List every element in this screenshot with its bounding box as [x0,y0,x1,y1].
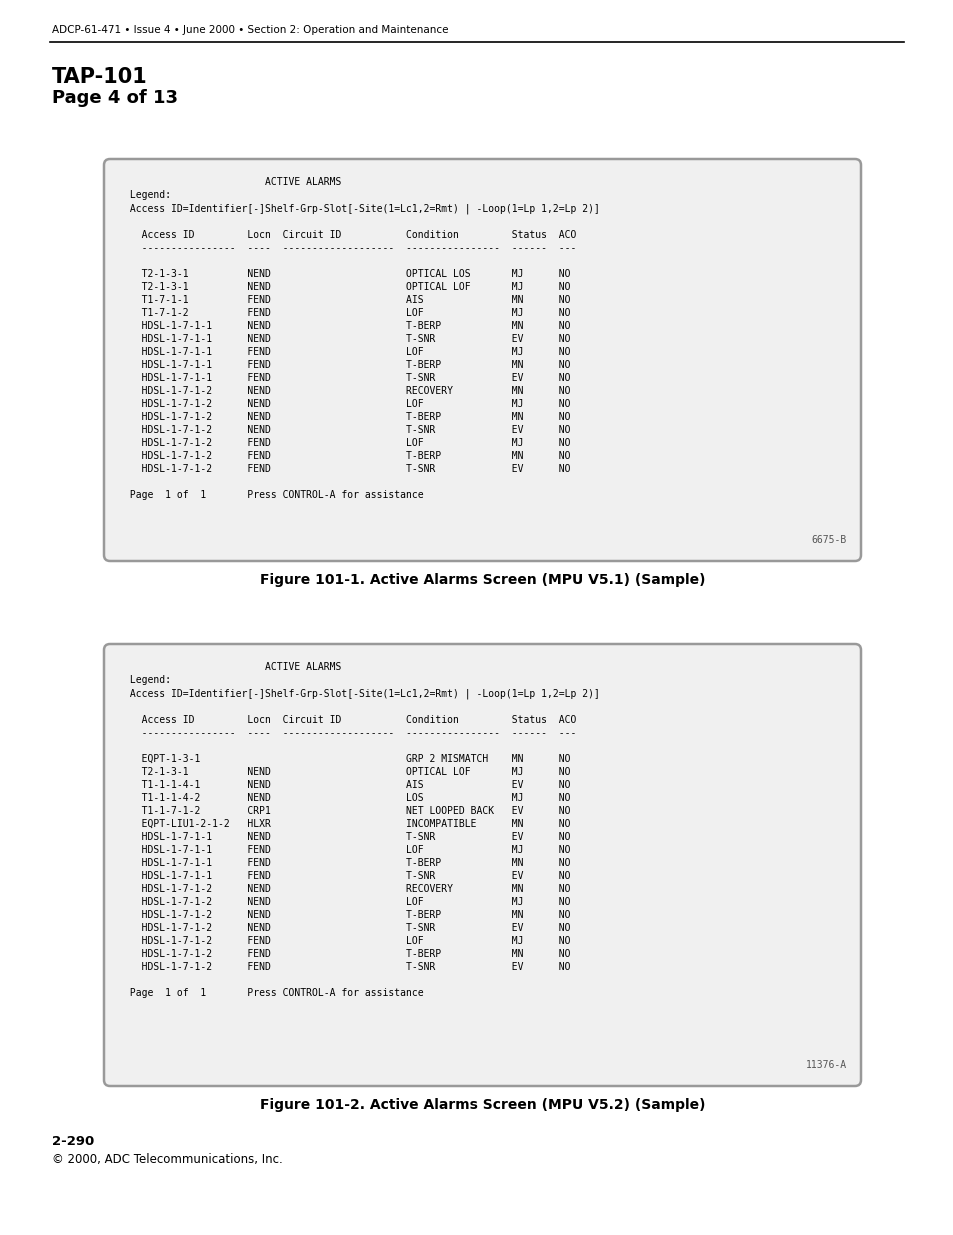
Text: Figure 101-1. Active Alarms Screen (MPU V5.1) (Sample): Figure 101-1. Active Alarms Screen (MPU … [259,573,704,587]
Text: Figure 101-2. Active Alarms Screen (MPU V5.2) (Sample): Figure 101-2. Active Alarms Screen (MPU … [259,1098,704,1112]
Text: TAP-101: TAP-101 [52,67,148,86]
Text: ACTIVE ALARMS
 Legend:
 Access ID=Identifier[-]Shelf-Grp-Slot[-Site(1=Lc1,2=Rmt): ACTIVE ALARMS Legend: Access ID=Identifi… [124,662,599,999]
Text: 11376-A: 11376-A [805,1060,846,1070]
Text: ACTIVE ALARMS
 Legend:
 Access ID=Identifier[-]Shelf-Grp-Slot[-Site(1=Lc1,2=Rmt): ACTIVE ALARMS Legend: Access ID=Identifi… [124,177,599,500]
Text: Page 4 of 13: Page 4 of 13 [52,89,178,107]
FancyBboxPatch shape [104,643,861,1086]
Text: © 2000, ADC Telecommunications, Inc.: © 2000, ADC Telecommunications, Inc. [52,1153,282,1166]
Text: ADCP-61-471 • Issue 4 • June 2000 • Section 2: Operation and Maintenance: ADCP-61-471 • Issue 4 • June 2000 • Sect… [52,25,448,35]
FancyBboxPatch shape [104,159,861,561]
Text: 6675-B: 6675-B [811,535,846,545]
Text: 2-290: 2-290 [52,1135,94,1149]
